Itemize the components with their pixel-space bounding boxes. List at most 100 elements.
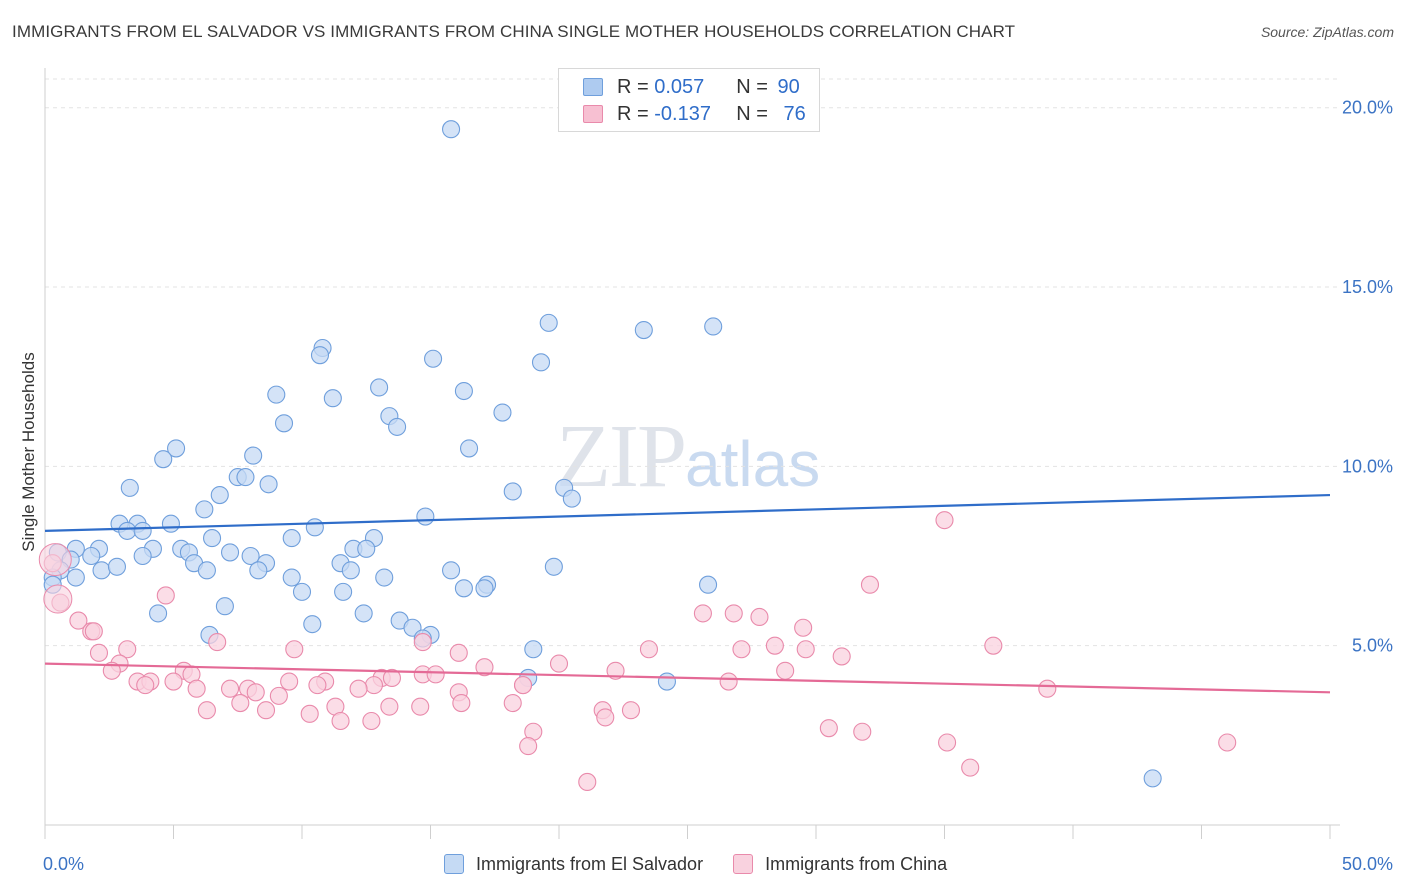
point-el-salvador xyxy=(210,485,229,505)
point-el-salvador xyxy=(197,561,216,580)
point-el-salvador xyxy=(442,561,461,580)
point-china xyxy=(765,636,784,655)
point-china xyxy=(596,708,615,727)
point-el-salvador xyxy=(154,450,173,469)
point-el-salvador xyxy=(442,120,461,139)
point-china xyxy=(1218,733,1237,752)
point-el-salvador xyxy=(424,349,443,368)
point-china xyxy=(549,654,569,673)
point-china xyxy=(84,622,103,641)
point-el-salvador xyxy=(323,389,342,408)
y-axis-title: Single Mother Households xyxy=(19,352,38,551)
legend-swatch-china xyxy=(583,105,603,123)
x-tick-label: 0.0% xyxy=(43,854,84,874)
watermark-zip: ZIP xyxy=(556,407,687,506)
point-el-salvador xyxy=(267,385,286,404)
point-china xyxy=(411,697,430,716)
legend-r-value: -0.137 xyxy=(654,102,711,125)
point-china xyxy=(156,586,175,605)
point-el-salvador xyxy=(354,604,373,623)
point-el-salvador xyxy=(634,321,653,340)
point-el-salvador xyxy=(503,482,522,501)
legend-label-china: Immigrants from China xyxy=(765,853,948,874)
point-el-salvador xyxy=(259,475,278,494)
legend-swatch-el-salvador xyxy=(444,854,464,874)
point-el-salvador xyxy=(375,568,394,587)
point-china xyxy=(984,636,1003,655)
legend-swatch-el-salvador xyxy=(583,78,603,96)
point-el-salvador xyxy=(133,521,152,540)
source-label: Source: ZipAtlas.com xyxy=(1260,24,1394,40)
point-china xyxy=(693,604,712,623)
point-china xyxy=(606,661,625,680)
legend-label-el-salvador: Immigrants from El Salvador xyxy=(476,853,704,874)
trendline-el-salvador xyxy=(44,493,1331,533)
point-china xyxy=(269,686,288,705)
point-china xyxy=(300,704,319,723)
point-el-salvador xyxy=(357,539,376,558)
point-china xyxy=(197,701,216,720)
legend-row-china: R = -0.137 N = 76 xyxy=(583,102,806,126)
point-china xyxy=(164,672,183,691)
point-china xyxy=(89,643,109,662)
y-tick-label: 15.0% xyxy=(1342,277,1393,297)
point-china xyxy=(426,665,445,684)
y-tick-label: 5.0% xyxy=(1352,636,1393,656)
point-china xyxy=(349,679,368,698)
point-china xyxy=(750,607,769,627)
point-el-salvador xyxy=(562,489,581,508)
legend-r-label: R = xyxy=(617,102,655,125)
point-china xyxy=(362,711,381,731)
point-el-salvador xyxy=(454,579,473,598)
point-china xyxy=(621,701,641,720)
point-china xyxy=(452,694,471,713)
point-china xyxy=(246,683,265,702)
point-el-salvador xyxy=(249,561,268,580)
point-el-salvador xyxy=(416,507,435,526)
correlation-legend: R = 0.057 N = 90 R = -0.137 N = 76 xyxy=(558,68,820,132)
point-el-salvador xyxy=(334,582,353,601)
point-china xyxy=(308,676,327,695)
point-china xyxy=(136,676,155,695)
point-china xyxy=(519,737,538,756)
y-tick-label: 10.0% xyxy=(1342,456,1393,476)
point-china xyxy=(331,711,350,731)
point-el-salvador xyxy=(544,557,563,576)
legend-n-label: N = xyxy=(736,102,774,125)
point-el-salvador xyxy=(203,529,222,548)
point-el-salvador xyxy=(303,615,322,634)
point-china xyxy=(449,643,468,662)
point-el-salvador xyxy=(241,546,260,566)
point-el-salvador xyxy=(120,478,139,497)
legend-n-label: N = xyxy=(736,75,774,98)
point-china xyxy=(935,511,954,530)
y-tick-label: 20.0% xyxy=(1342,98,1393,118)
watermark-atlas: atlas xyxy=(685,428,821,500)
point-china xyxy=(776,661,795,680)
point-el-salvador xyxy=(274,414,294,433)
point-el-salvador xyxy=(454,381,473,401)
point-china xyxy=(231,694,250,713)
point-el-salvador xyxy=(149,604,168,623)
point-china xyxy=(719,672,738,691)
legend-r-label: R = xyxy=(617,75,655,98)
x-tick-label: 50.0% xyxy=(1342,854,1393,874)
legend-swatch-china xyxy=(733,854,754,874)
chart-title: IMMIGRANTS FROM EL SALVADOR VS IMMIGRANT… xyxy=(12,22,1016,41)
legend-item-china[interactable]: Immigrants from China xyxy=(733,854,947,875)
point-el-salvador xyxy=(305,518,324,537)
legend-r-value: 0.057 xyxy=(654,75,705,98)
point-china xyxy=(860,575,880,594)
point-el-salvador xyxy=(215,597,234,616)
point-el-salvador xyxy=(82,546,101,566)
point-el-salvador xyxy=(459,439,479,458)
point-china xyxy=(118,640,137,659)
point-el-salvador xyxy=(244,446,263,465)
legend-item-el-salvador[interactable]: Immigrants from El Salvador xyxy=(444,854,703,875)
point-china xyxy=(475,658,494,677)
point-el-salvador xyxy=(699,575,718,594)
point-china xyxy=(832,647,851,666)
legend-row-el-salvador: R = 0.057 N = 90 xyxy=(583,75,800,99)
point-el-salvador xyxy=(92,561,111,580)
